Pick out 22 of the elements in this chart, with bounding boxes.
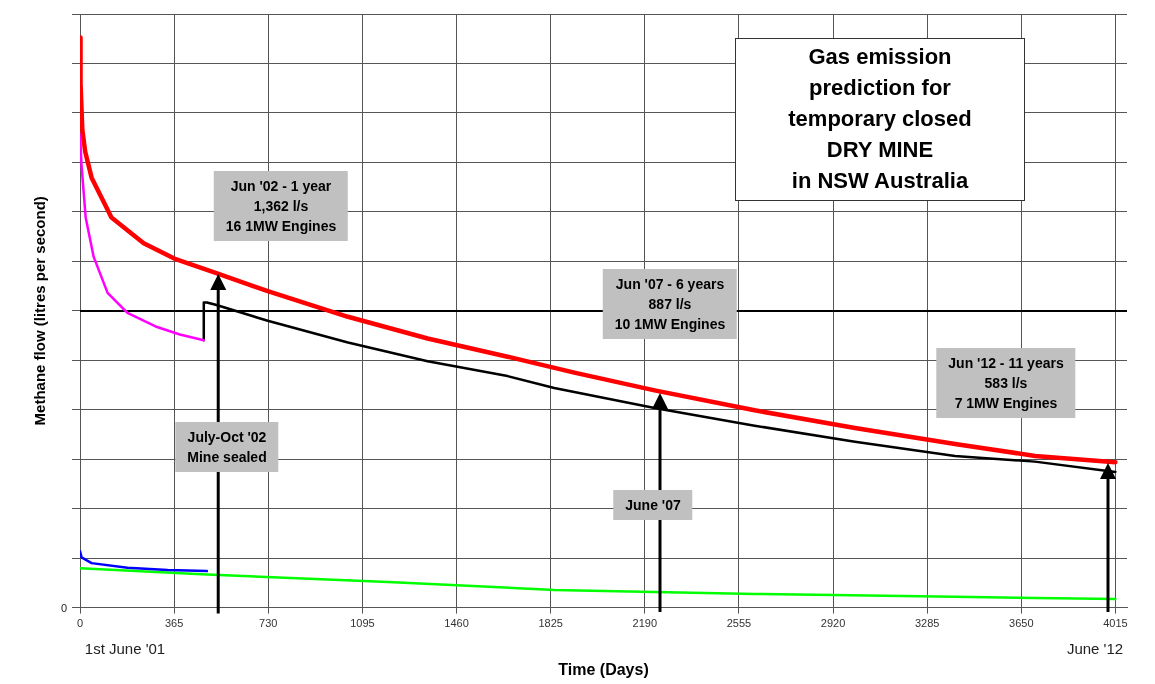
annotation: Jun '12 - 11 years 583 l/s 7 1MW Engines	[936, 348, 1076, 418]
x-tick-label: 1095	[350, 617, 375, 630]
x-tick-label: 2190	[632, 617, 657, 630]
x-tick-label: 0	[76, 617, 84, 630]
x-tick-label: 730	[259, 617, 278, 630]
y-axis-title: Methane flow (litres per second)	[31, 196, 49, 426]
x-tick-label: 3650	[1009, 617, 1034, 630]
x-tick-label: 2920	[820, 617, 846, 630]
annotation: Jun '07 - 6 years 887 l/s 10 1MW Engines	[602, 269, 738, 339]
annotation: Jun '02 - 1 year 1,362 l/s 16 1MW Engines	[213, 171, 349, 241]
text: 1st June '01	[84, 639, 166, 657]
x-tick-label: 2555	[726, 617, 752, 630]
x-tick-label: 1825	[538, 617, 563, 630]
x-axis-title: Time (Days)	[558, 660, 649, 678]
annotation: June '07	[613, 490, 693, 520]
x-tick-label: 1460	[444, 617, 469, 630]
x-tick-label: 4015	[1103, 617, 1128, 630]
annotation: July-Oct '02 Mine sealed	[175, 422, 279, 472]
x-tick-label: 365	[164, 617, 184, 630]
text: 0	[60, 601, 68, 614]
text: June '12	[1066, 639, 1124, 657]
x-tick-label: 3285	[914, 617, 940, 630]
